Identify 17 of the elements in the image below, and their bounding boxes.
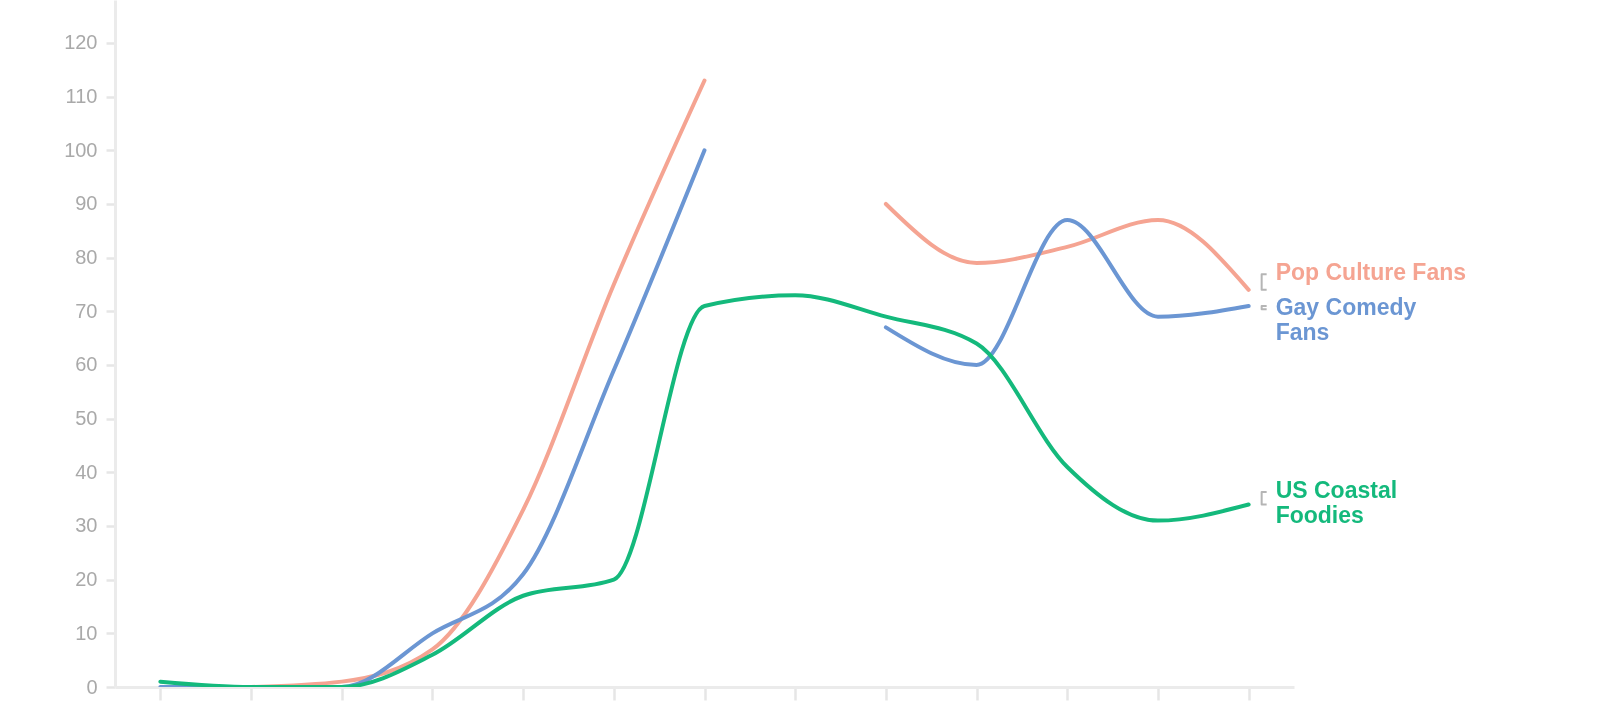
y-tick-label: 90 (75, 192, 98, 215)
series-label: US Coastal Foodies (1275, 476, 1398, 528)
series-label: Gay Comedy Fans (1275, 293, 1417, 345)
y-tick-label: 40 (75, 460, 98, 483)
y-tick-label: 110 (65, 85, 98, 108)
y-tick-label: 120 (64, 31, 98, 54)
line-series (158, 293, 1251, 687)
y-tick-label: 10 (75, 621, 98, 644)
y-tick-label: 70 (75, 299, 98, 322)
y-tick-label: 30 (75, 514, 98, 537)
y-tick-label: 0 (86, 675, 98, 698)
y-tick-label: 80 (75, 246, 98, 269)
y-tick-label: 20 (75, 568, 98, 591)
y-tick-label: 100 (64, 138, 98, 161)
series-label: Pop Culture Fans (1275, 258, 1467, 285)
y-tick-label: 60 (75, 353, 98, 376)
y-tick-label: 50 (75, 407, 98, 430)
